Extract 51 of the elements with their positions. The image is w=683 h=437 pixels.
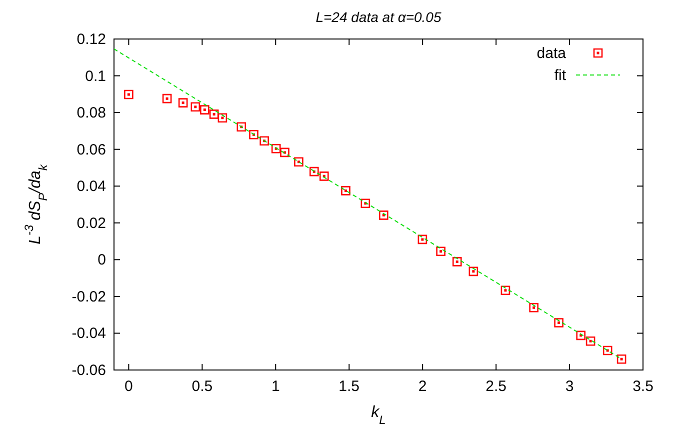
- y-tick-label: 0.02: [76, 214, 106, 232]
- point: [124, 90, 134, 100]
- point: [249, 130, 258, 140]
- point: [586, 336, 596, 346]
- y-tick-label: 0: [98, 252, 106, 269]
- point: [200, 105, 210, 114]
- y-tick-label: 0.1: [85, 68, 106, 85]
- x-tick-label: 2.5: [486, 378, 506, 395]
- x-tick-label: 1: [271, 378, 280, 395]
- point: [294, 157, 304, 166]
- x-tick-label: 3.5: [632, 378, 654, 395]
- point: [280, 148, 290, 158]
- point: [209, 110, 219, 119]
- point: [554, 318, 564, 328]
- legend-label: data: [536, 45, 567, 62]
- x-tick-label: 1.5: [338, 378, 360, 395]
- point: [360, 198, 370, 208]
- y-tick-label: 0.06: [76, 141, 106, 158]
- x-tick-label: 0.5: [192, 378, 213, 395]
- point: [271, 144, 281, 154]
- point: [436, 246, 446, 256]
- legend-label: fit: [554, 67, 567, 84]
- point: [319, 172, 329, 181]
- x-tick-label: 0: [124, 378, 133, 395]
- point: [190, 102, 200, 112]
- y-tick-label: 0.12: [76, 31, 106, 48]
- point: [418, 234, 428, 244]
- point: [378, 210, 388, 220]
- point: [602, 346, 612, 356]
- y-tick-label: -0.02: [72, 288, 106, 306]
- point: [218, 113, 228, 123]
- x-tick-label: 3: [565, 378, 574, 395]
- y-tick-label: -0.04: [72, 325, 106, 342]
- chart-title: L=24 data at α=0.05: [316, 9, 442, 25]
- point: [468, 266, 478, 276]
- point: [178, 98, 188, 108]
- point: [162, 94, 172, 104]
- point: [452, 257, 462, 266]
- point: [529, 303, 538, 312]
- point: [309, 166, 319, 176]
- point: [576, 330, 586, 340]
- y-tick-label: -0.06: [72, 362, 106, 379]
- y-tick-label: 0.04: [76, 178, 106, 196]
- y-tick-label: 0.08: [76, 104, 106, 122]
- point: [236, 122, 246, 132]
- point: [260, 136, 269, 146]
- point: [341, 186, 350, 196]
- point: [616, 354, 626, 364]
- x-axis-title: k$_{L}$: [371, 404, 386, 427]
- x-tick-label: 2: [418, 378, 427, 395]
- point: [500, 286, 510, 296]
